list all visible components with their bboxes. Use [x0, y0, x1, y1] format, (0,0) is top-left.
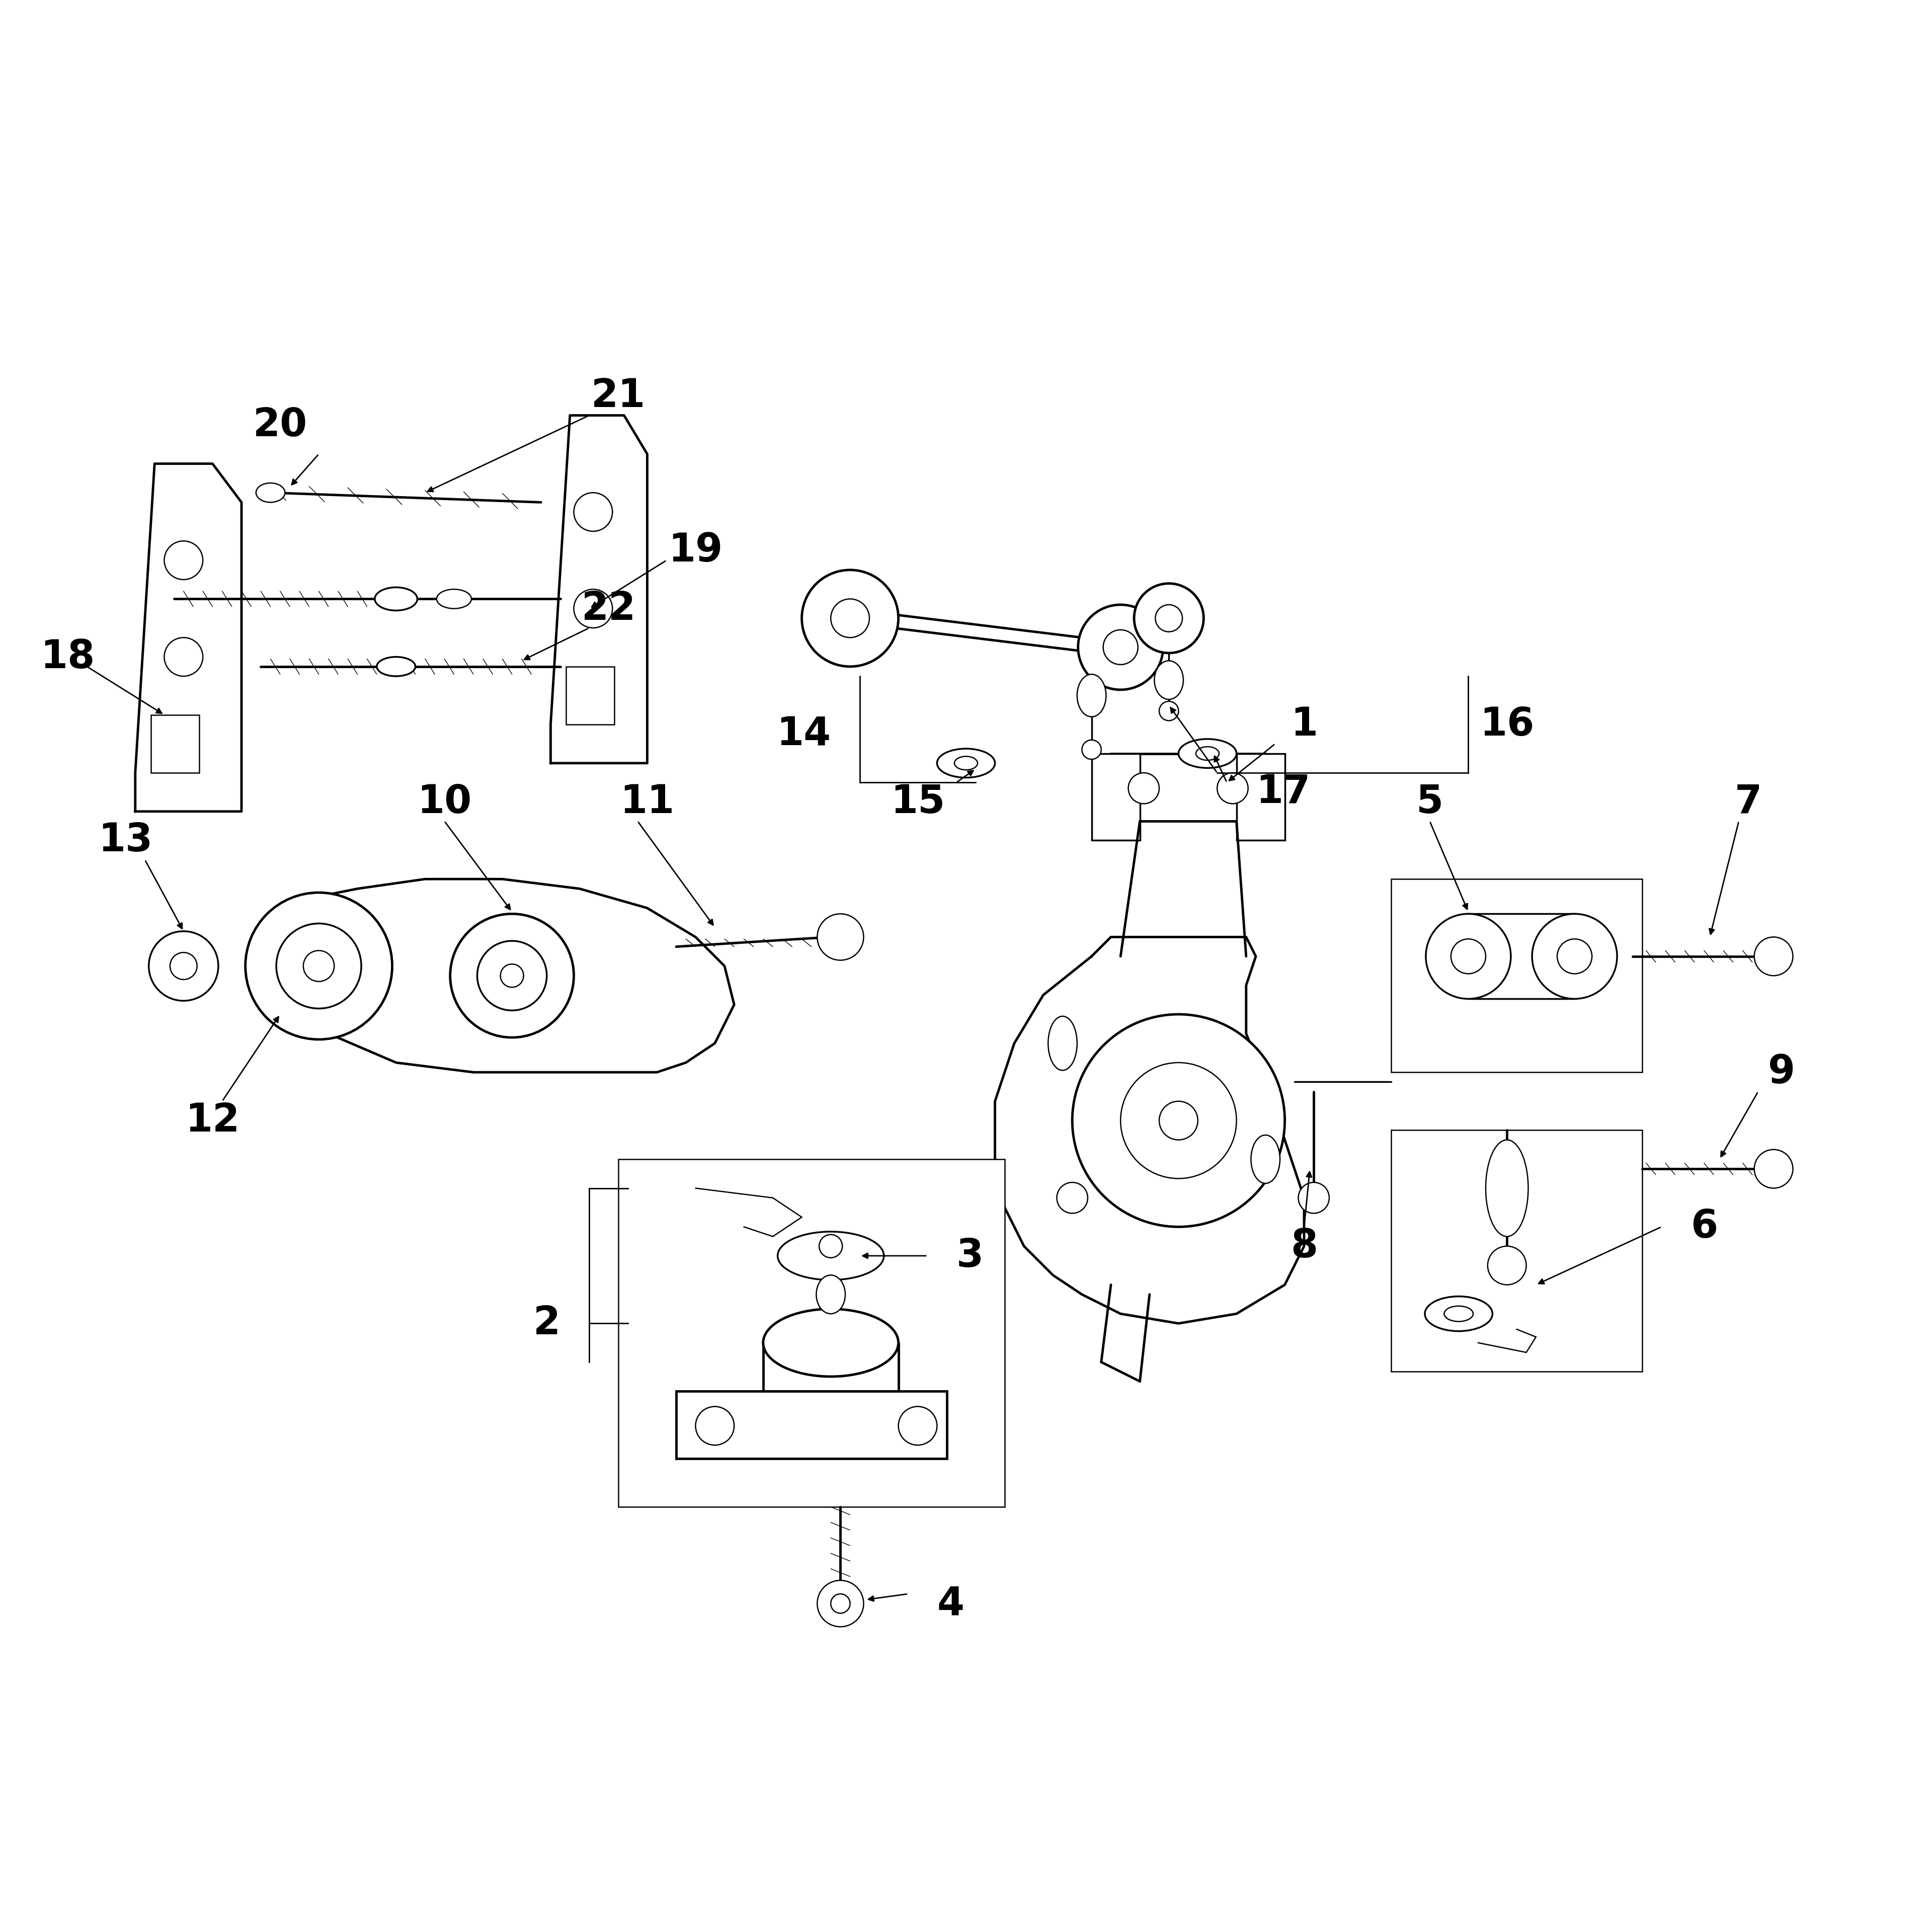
Ellipse shape: [937, 748, 995, 779]
Ellipse shape: [1486, 1140, 1528, 1236]
Circle shape: [1072, 1014, 1285, 1227]
Circle shape: [1159, 1101, 1198, 1140]
Text: 15: 15: [891, 782, 945, 821]
Ellipse shape: [777, 1233, 883, 1279]
Ellipse shape: [1076, 674, 1105, 717]
Text: 14: 14: [777, 715, 831, 753]
Circle shape: [450, 914, 574, 1037]
Text: 1: 1: [1291, 705, 1318, 744]
Ellipse shape: [1443, 1306, 1472, 1321]
Ellipse shape: [763, 1310, 898, 1376]
Circle shape: [1426, 914, 1511, 999]
Text: 10: 10: [417, 782, 471, 821]
Circle shape: [149, 931, 218, 1001]
Ellipse shape: [377, 657, 415, 676]
Circle shape: [574, 589, 612, 628]
Circle shape: [170, 952, 197, 980]
Circle shape: [1451, 939, 1486, 974]
Circle shape: [831, 1594, 850, 1613]
Circle shape: [696, 1406, 734, 1445]
Bar: [151, 715, 199, 773]
Text: 21: 21: [591, 377, 645, 415]
Text: 22: 22: [582, 589, 636, 628]
Text: 9: 9: [1768, 1053, 1795, 1092]
Text: 2: 2: [533, 1304, 560, 1343]
Circle shape: [303, 951, 334, 981]
Circle shape: [1121, 1063, 1236, 1179]
Ellipse shape: [1047, 1016, 1078, 1070]
Text: 16: 16: [1480, 705, 1534, 744]
Polygon shape: [551, 415, 647, 763]
Circle shape: [1532, 914, 1617, 999]
Text: 19: 19: [668, 531, 723, 570]
Circle shape: [1159, 701, 1179, 721]
Text: 20: 20: [253, 406, 307, 444]
Bar: [1391, 1130, 1642, 1372]
Circle shape: [477, 941, 547, 1010]
Bar: [1092, 753, 1140, 840]
Circle shape: [817, 914, 864, 960]
Circle shape: [164, 638, 203, 676]
Circle shape: [500, 964, 524, 987]
Circle shape: [1754, 1150, 1793, 1188]
Ellipse shape: [1153, 661, 1182, 699]
Ellipse shape: [375, 587, 417, 611]
Circle shape: [817, 1580, 864, 1627]
Circle shape: [276, 923, 361, 1009]
Circle shape: [1298, 1182, 1329, 1213]
Bar: [1391, 879, 1642, 1072]
Circle shape: [164, 541, 203, 580]
Circle shape: [574, 493, 612, 531]
Bar: [1236, 753, 1285, 840]
Circle shape: [819, 1235, 842, 1258]
Polygon shape: [995, 937, 1304, 1323]
Bar: [566, 667, 614, 725]
Circle shape: [1078, 605, 1163, 690]
Ellipse shape: [1196, 746, 1219, 759]
Ellipse shape: [1179, 738, 1236, 769]
Circle shape: [1103, 630, 1138, 665]
Circle shape: [1155, 605, 1182, 632]
Circle shape: [831, 599, 869, 638]
Text: 7: 7: [1735, 782, 1762, 821]
Ellipse shape: [954, 757, 978, 771]
Ellipse shape: [1250, 1136, 1279, 1182]
Ellipse shape: [1426, 1296, 1492, 1331]
Ellipse shape: [817, 1275, 846, 1314]
Text: 18: 18: [41, 638, 95, 676]
Circle shape: [1217, 773, 1248, 804]
Ellipse shape: [437, 589, 471, 609]
Circle shape: [802, 570, 898, 667]
Text: 11: 11: [620, 782, 674, 821]
Bar: [618, 1159, 1005, 1507]
Bar: [676, 1391, 947, 1459]
Text: 4: 4: [937, 1584, 964, 1623]
Circle shape: [1134, 583, 1204, 653]
Circle shape: [898, 1406, 937, 1445]
Polygon shape: [135, 464, 242, 811]
Text: 13: 13: [99, 821, 153, 860]
Circle shape: [1057, 1182, 1088, 1213]
Circle shape: [1557, 939, 1592, 974]
Polygon shape: [280, 879, 734, 1072]
Text: 6: 6: [1691, 1208, 1718, 1246]
Bar: [1111, 753, 1265, 821]
Circle shape: [1488, 1246, 1526, 1285]
Text: 17: 17: [1256, 773, 1310, 811]
Text: 12: 12: [185, 1101, 240, 1140]
Circle shape: [1128, 773, 1159, 804]
Circle shape: [245, 893, 392, 1039]
Circle shape: [1754, 937, 1793, 976]
Text: 5: 5: [1416, 782, 1443, 821]
Text: 3: 3: [956, 1236, 983, 1275]
Ellipse shape: [255, 483, 286, 502]
Text: 8: 8: [1291, 1227, 1318, 1265]
Circle shape: [1082, 740, 1101, 759]
